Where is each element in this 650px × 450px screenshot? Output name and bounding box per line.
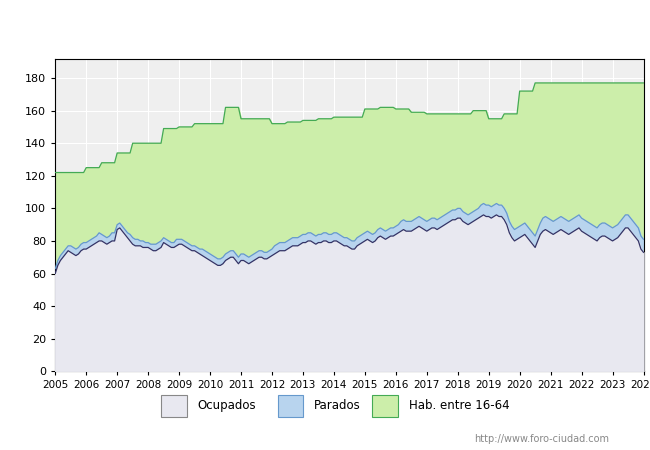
Text: Ocupados: Ocupados [198, 399, 256, 412]
FancyBboxPatch shape [372, 395, 398, 417]
Text: http://www.foro-ciudad.com: http://www.foro-ciudad.com [474, 434, 610, 444]
Text: Rupià - Evolucion de la poblacion en edad de Trabajar Mayo de 2024: Rupià - Evolucion de la poblacion en eda… [74, 17, 576, 33]
Text: Hab. entre 16-64: Hab. entre 16-64 [409, 399, 510, 412]
Text: Parados: Parados [314, 399, 361, 412]
FancyBboxPatch shape [278, 395, 303, 417]
FancyBboxPatch shape [161, 395, 187, 417]
